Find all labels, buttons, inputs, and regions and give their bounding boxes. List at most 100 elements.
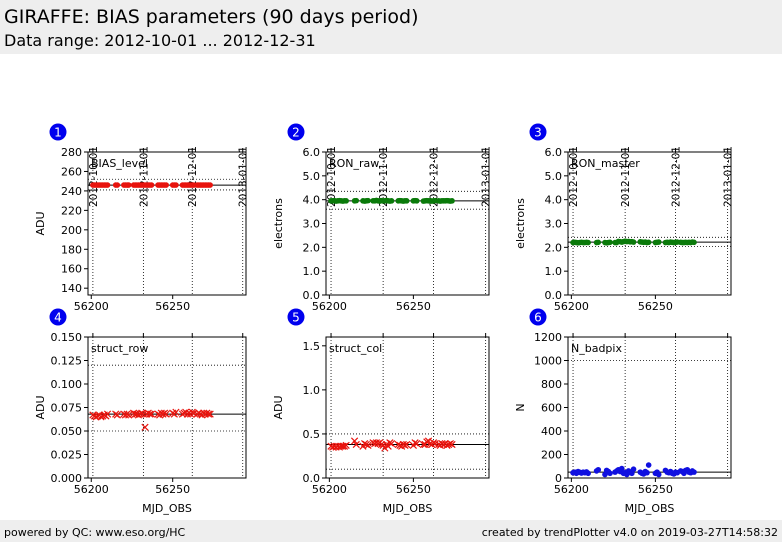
top-tick-label: 2012-10-01 [568,146,580,207]
data-point [655,471,662,478]
y-tick-label: 1.0 [303,384,321,397]
page-subtitle: Data range: 2012-10-01 ... 2012-12-31 [4,31,316,50]
data-point [618,465,625,472]
data-point [413,440,421,448]
y-tick-label: 200 [61,224,82,237]
panel-number-badge [529,123,547,141]
data-point [630,239,637,245]
data-point-stroke [387,440,396,448]
data-point-stroke [342,441,350,450]
data-point [595,239,602,246]
series-label: RON_master [571,157,640,170]
top-tick-label: 2012-12-01 [187,146,199,207]
x-tick-label: 56200 [312,300,347,313]
data-point [204,410,213,418]
data-point [343,198,349,204]
data-point [114,182,121,188]
data-point-stroke [141,423,149,431]
y-tick-label: 0.0 [303,289,321,302]
x-tick-label: 56250 [155,300,190,313]
x-tick-label: 56250 [396,483,431,496]
data-point-stroke [204,410,213,418]
data-point [387,440,396,448]
data-point [342,441,350,450]
plot-frame [325,151,490,296]
y-tick-label: 4.0 [303,194,321,207]
plot-frame [87,336,247,479]
panel-number-badge [49,123,67,141]
y-axis-label: ADU [34,395,47,419]
top-tick-label: 2012-10-01 [88,146,100,207]
data-point-stroke [103,410,112,418]
top-tick-label: 2012-11-01 [378,146,390,207]
panel-number: 5 [292,311,300,325]
y-tick-label: 180 [61,243,82,256]
plot-frame [87,151,247,296]
y-tick-label: 0.000 [51,472,83,485]
data-point [403,440,411,449]
data-point [365,197,371,204]
y-tick-label: 4.0 [545,194,563,207]
top-tick-label: 2012-12-01 [429,146,441,207]
x-tick-label: 56200 [554,300,589,313]
y-tick-label: 600 [541,402,562,415]
top-tick-label: 2013-01-01 [238,146,250,207]
data-point [691,469,697,475]
data-point [352,440,360,449]
y-tick-label: 260 [61,165,82,178]
data-point [403,198,410,204]
data-point-stroke [162,410,170,418]
panel-number-badge [287,308,305,326]
page-title: GIRAFFE: BIAS parameters (90 days period… [4,6,419,28]
data-point [146,410,154,418]
data-point [173,182,179,188]
y-tick-label: 2.0 [545,241,563,254]
y-tick-label: 1.0 [545,265,563,278]
data-point-stroke [113,411,121,419]
panel-number: 4 [54,311,62,325]
y-axis-label: electrons [514,198,527,249]
data-point [162,410,170,418]
data-point [388,198,395,204]
x-tick-label: 56200 [312,483,347,496]
data-point [125,182,132,188]
data-point [172,408,180,416]
plot-frame [567,336,732,479]
x-tick-label: 56200 [74,483,109,496]
header-bar: GIRAFFE: BIAS parameters (90 days period… [0,0,782,54]
y-tick-label: 800 [541,378,562,391]
y-tick-label: 3.0 [545,218,563,231]
data-point [104,182,111,188]
y-tick-label: 0.150 [51,331,83,344]
panel-6: 0 200 400 600 800 1000 1200 56200 56250 N_badpix N… [514,308,732,515]
y-tick-label: 0.100 [51,378,83,391]
y-tick-label: 160 [61,263,82,276]
series-label: BIAS_level [91,157,148,170]
top-tick-label: 2012-10-01 [326,146,338,207]
data-point [163,182,169,188]
panel-number: 6 [534,311,542,325]
panel-number: 2 [292,126,300,140]
data-point [585,239,591,246]
data-point-stroke [172,408,180,416]
data-point-stroke [337,442,345,450]
data-point-stroke [403,440,411,449]
data-point [147,410,156,418]
data-point-stroke [147,410,156,418]
y-tick-label: 0 [555,472,562,485]
y-tick-label: 280 [61,146,82,159]
series-label: struct_col [329,342,382,355]
data-point-stroke [424,437,433,445]
y-tick-label: 5.0 [545,170,563,183]
data-point [607,470,613,477]
data-point-stroke [125,411,133,419]
y-tick-label: 0.075 [51,402,83,415]
y-tick-label: 1.5 [303,340,321,353]
x-axis-label: MJD_OBS [142,502,192,515]
data-point-stroke [146,410,154,418]
footer-created: created by trendPlotter v4.0 on 2019-03-… [481,526,778,539]
data-point-stroke [448,440,456,449]
x-axis-label: MJD_OBS [625,502,675,515]
x-tick-label: 56250 [155,483,190,496]
data-point [644,469,650,476]
